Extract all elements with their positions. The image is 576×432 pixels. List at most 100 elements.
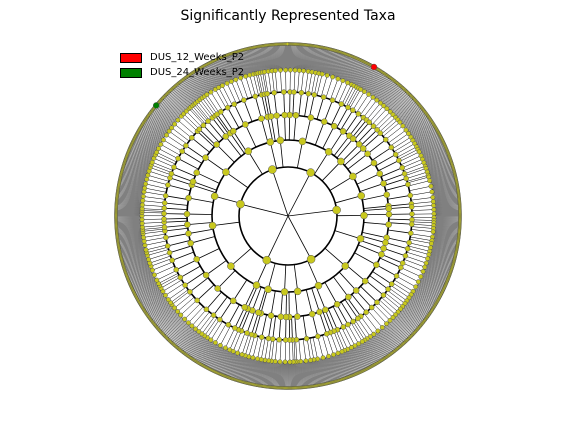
branch-274 xyxy=(382,173,405,182)
branch-961 xyxy=(172,251,194,261)
branch-0 xyxy=(287,172,312,217)
branch-1206 xyxy=(156,104,177,123)
branch-515 xyxy=(396,313,417,331)
branch-333 xyxy=(363,208,389,211)
taxon-node-1113 xyxy=(165,182,171,188)
branch-559 xyxy=(375,332,392,355)
branch-1150 xyxy=(131,144,156,156)
taxon-node-566 xyxy=(355,315,361,322)
branch-77 xyxy=(336,53,346,79)
branch-1250 xyxy=(178,83,196,104)
taxon-node-939 xyxy=(177,274,184,281)
branch-935 xyxy=(160,276,181,289)
branch-1268 xyxy=(216,114,231,134)
branch-50 xyxy=(318,47,325,74)
branch-310 xyxy=(431,182,457,188)
branch-594 xyxy=(344,326,356,346)
taxon-node-1175 xyxy=(179,148,185,155)
branch-1265 xyxy=(187,76,203,98)
taxon-node-83 xyxy=(340,78,346,84)
branch-1230 xyxy=(169,91,188,111)
taxon-node-307 xyxy=(428,183,434,189)
taxon-node-1187 xyxy=(166,128,172,134)
branch-900 xyxy=(155,309,177,327)
branch-144 xyxy=(375,78,392,100)
branch-1344 xyxy=(243,49,251,76)
taxon-node-752 xyxy=(255,356,260,362)
branch-985 xyxy=(123,258,149,267)
branch-304 xyxy=(387,195,411,200)
branch-1298 xyxy=(233,104,245,126)
branch-681 xyxy=(300,361,304,388)
branch-359 xyxy=(388,218,412,221)
branch-1366 xyxy=(266,93,272,117)
branch-508 xyxy=(400,308,421,326)
branch-1172 xyxy=(163,139,183,152)
branch-1205 xyxy=(177,119,195,135)
branch-238 xyxy=(415,131,438,145)
branch-676 xyxy=(303,361,308,387)
branch-875 xyxy=(169,321,188,342)
taxon-node-672 xyxy=(303,358,309,364)
branch-1032 xyxy=(116,228,143,232)
branch-369 xyxy=(433,224,460,226)
branch-1300 xyxy=(208,63,221,87)
branch-955 xyxy=(131,276,156,289)
taxon-node-354 xyxy=(409,211,415,217)
branch-821 xyxy=(206,344,220,368)
branch-309 xyxy=(430,181,457,187)
branch-813 xyxy=(230,248,252,267)
branch-1229 xyxy=(168,91,187,112)
branch-1156 xyxy=(133,140,157,153)
legend-swatch-12-weeks xyxy=(120,52,142,63)
branch-1144 xyxy=(129,149,154,160)
branch-232 xyxy=(412,126,436,141)
branch-1042 xyxy=(116,222,143,224)
branch-620 xyxy=(340,352,351,377)
branch-1260 xyxy=(184,78,201,100)
branch-907 xyxy=(151,305,173,322)
branch-132 xyxy=(369,73,385,95)
branch-317 xyxy=(432,188,458,194)
branch-1318 xyxy=(223,56,234,81)
branch-1397 xyxy=(279,44,282,71)
branch-1236 xyxy=(172,88,191,108)
branch-1068 xyxy=(116,205,143,208)
branch-62 xyxy=(326,50,334,76)
branch-1064 xyxy=(142,208,165,211)
branch-334 xyxy=(388,206,412,210)
branch-358 xyxy=(363,222,389,225)
branch-1207 xyxy=(157,104,178,122)
branch-589 xyxy=(359,343,373,367)
taxon-node-873 xyxy=(203,306,210,313)
branch-1045 xyxy=(164,218,188,220)
branch-859 xyxy=(195,311,210,330)
branch-528 xyxy=(390,319,410,339)
branch-307 xyxy=(430,179,457,186)
branch-845 xyxy=(188,335,205,357)
branch-912 xyxy=(149,302,171,318)
taxon-node-225 xyxy=(388,144,395,151)
branch-19 xyxy=(297,70,300,93)
branch-47 xyxy=(316,47,322,73)
branch-350 xyxy=(433,212,460,214)
branch-886 xyxy=(163,316,183,335)
taxon-node-786 xyxy=(244,330,250,336)
branch-836 xyxy=(195,338,210,361)
legend-label-12-weeks: DUS_12_Weeks_P2 xyxy=(150,52,245,63)
branch-271 xyxy=(424,155,450,166)
branch-863 xyxy=(178,328,195,349)
branch-512 xyxy=(398,310,419,329)
branch-379 xyxy=(433,230,460,234)
branch-781 xyxy=(233,354,242,380)
branch-1380 xyxy=(266,45,270,72)
branch-1033 xyxy=(142,225,165,228)
branch-1270 xyxy=(189,75,205,97)
branch-362 xyxy=(433,220,460,222)
branch-1101 xyxy=(119,180,146,186)
branch-1179 xyxy=(185,145,206,160)
branch-1313 xyxy=(231,81,241,102)
taxon-node-633 xyxy=(316,308,323,316)
branch-1092 xyxy=(118,186,145,192)
